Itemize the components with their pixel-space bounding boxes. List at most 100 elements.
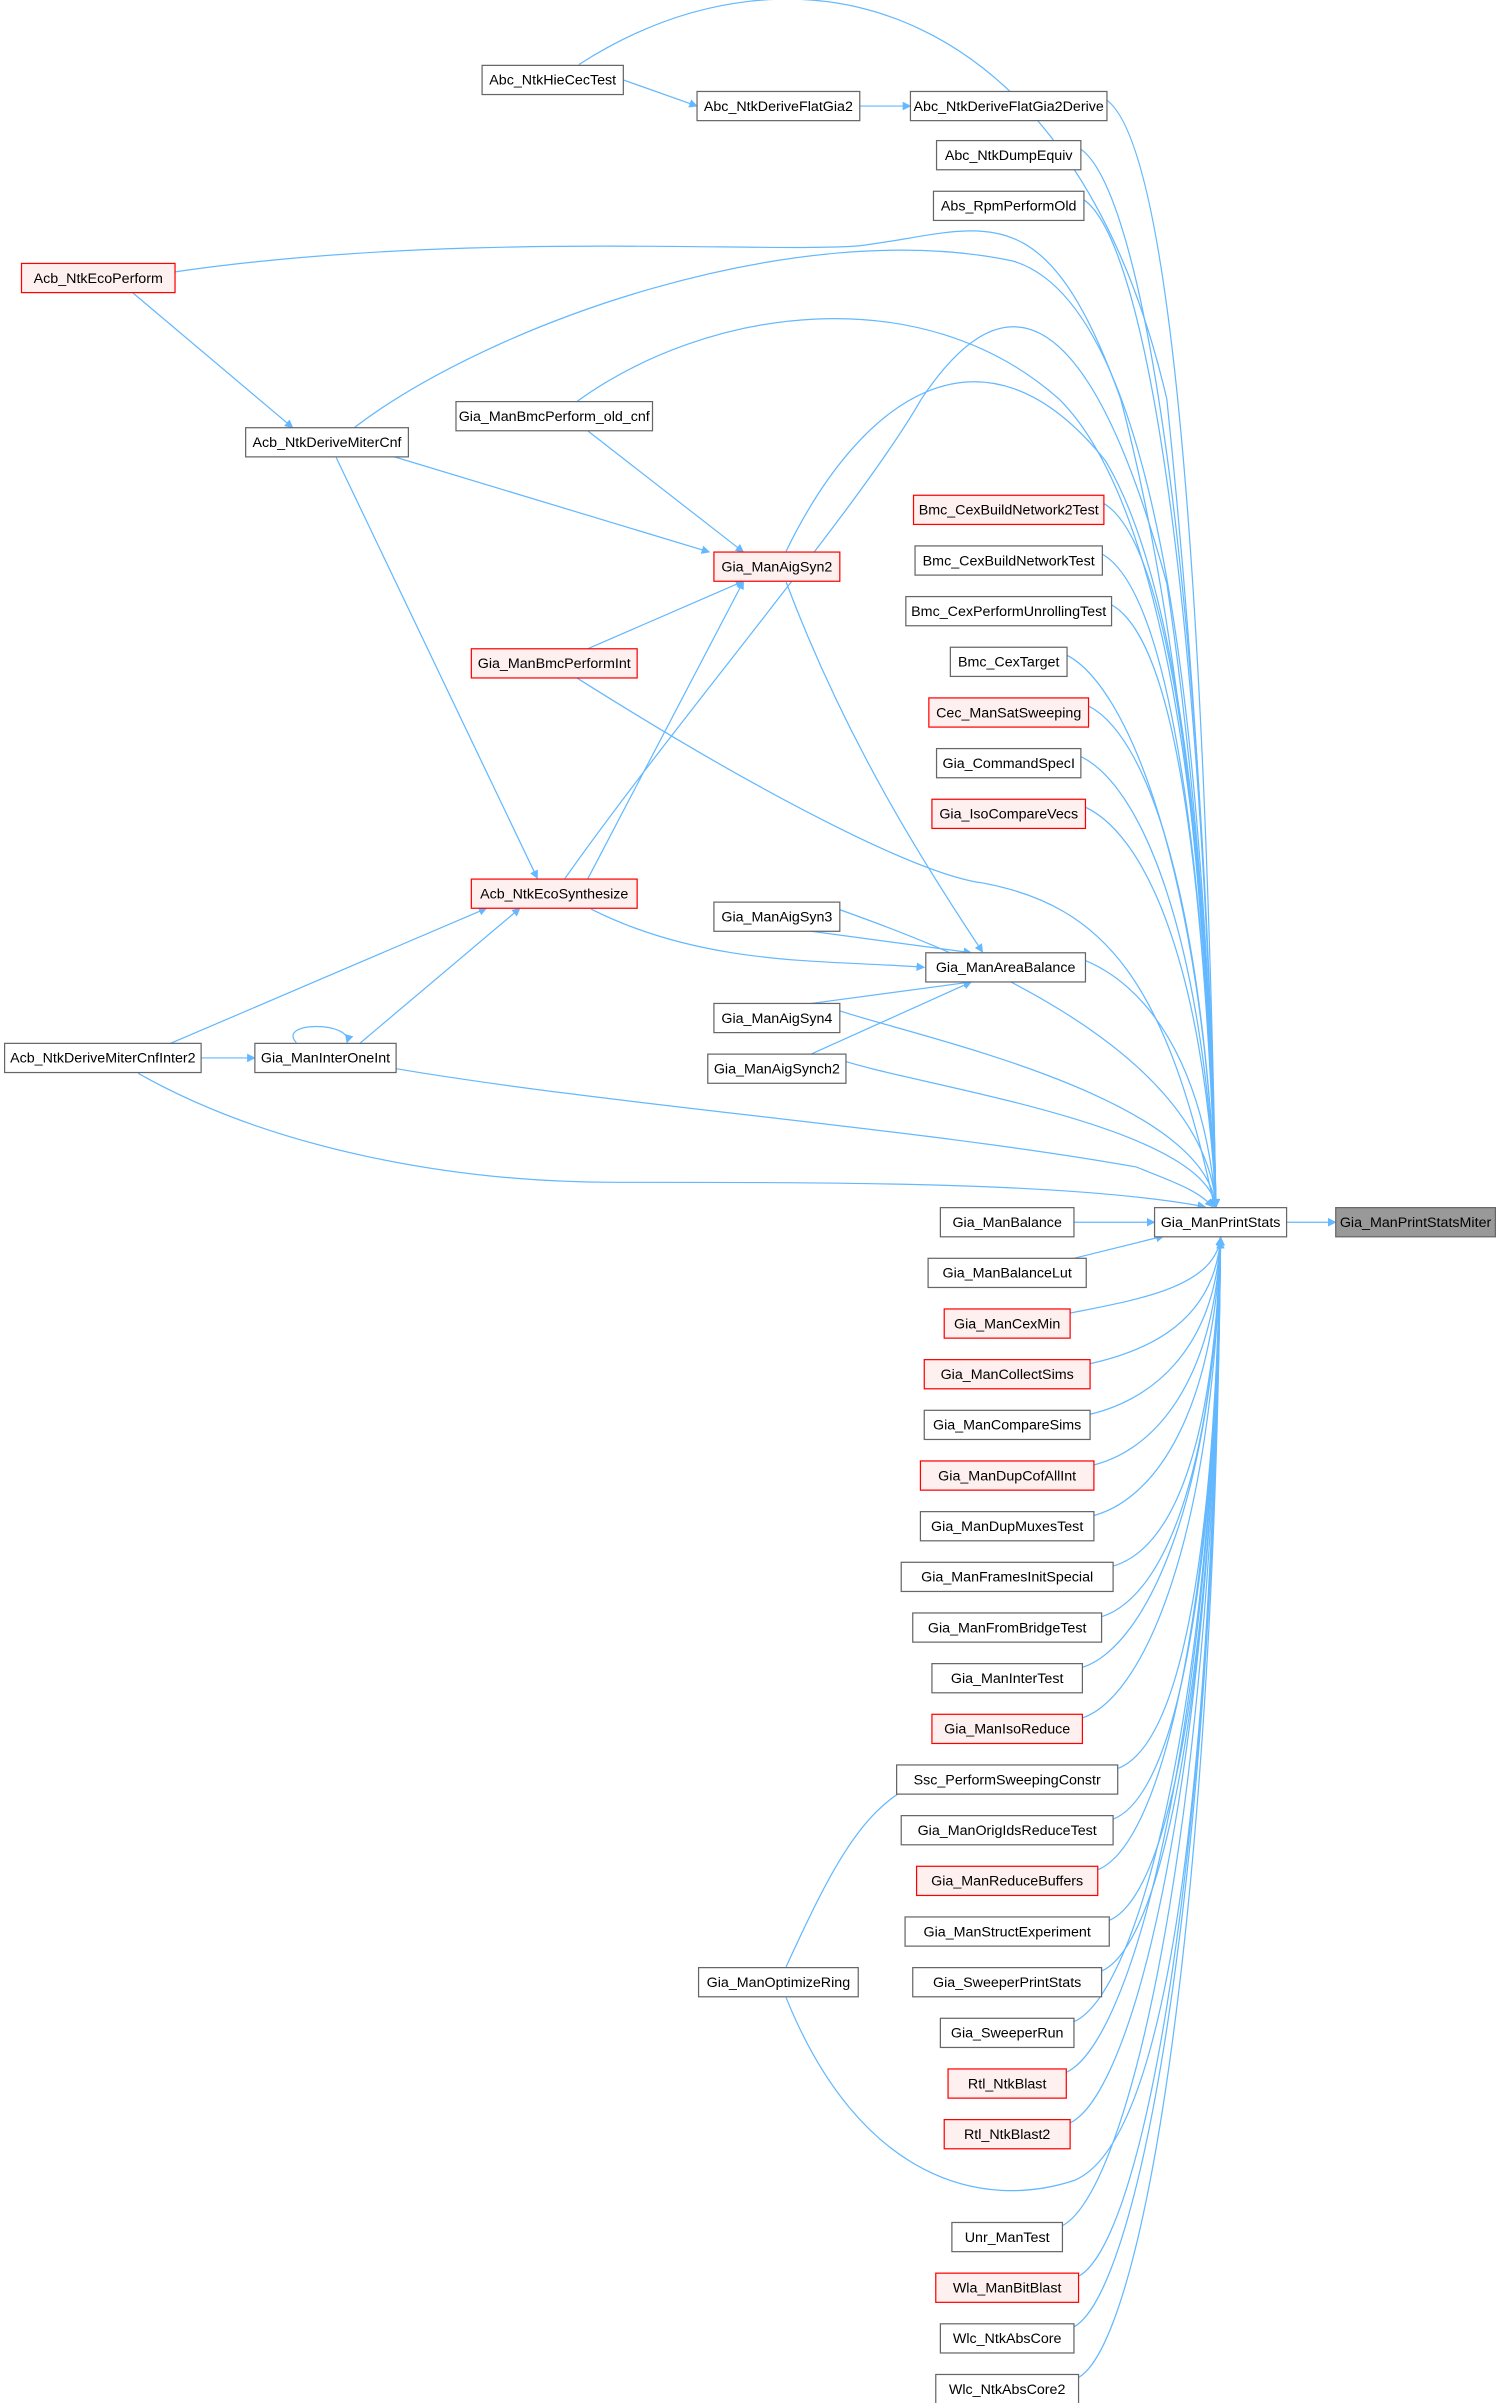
node-label: Gia_ManAigSyn2 bbox=[721, 559, 832, 575]
node-box bbox=[1335, 1207, 1497, 1238]
node-box bbox=[713, 901, 841, 932]
node-gia-manbmcperform-old-cnf[interactable]: Gia_ManBmcPerform_old_cnf bbox=[455, 400, 654, 432]
node-label: Acb_NtkEcoSynthesize bbox=[480, 886, 628, 902]
node-box bbox=[923, 1409, 1091, 1441]
node-gia-mancollectsims[interactable]: Gia_ManCollectSims bbox=[923, 1359, 1091, 1390]
node-wla-manbitblast[interactable]: Wla_ManBitBlast bbox=[935, 2272, 1080, 2303]
edge-bmc_cextarget-to-gia_manprintstats bbox=[1060, 652, 1220, 1208]
node-gia-maninteroneint[interactable]: Gia_ManInterOneInt bbox=[254, 1042, 397, 1074]
node-label: Abc_NtkHieCecTest bbox=[489, 73, 616, 89]
node-wlc-ntkabscore[interactable]: Wlc_NtkAbsCore bbox=[939, 2323, 1075, 2354]
node-label: Gia_ManPrintStats bbox=[1161, 1215, 1281, 1231]
node-unr-mantest[interactable]: Unr_ManTest bbox=[951, 2221, 1064, 2253]
node-gia-manaigsynch2[interactable]: Gia_ManAigSynch2 bbox=[707, 1053, 847, 1084]
node-box bbox=[914, 545, 1103, 576]
node-box bbox=[713, 551, 841, 582]
node-label: Ssc_PerformSweepingConstr bbox=[914, 1772, 1101, 1788]
node-gia-commandspeci[interactable]: Gia_CommandSpecI bbox=[935, 747, 1082, 779]
node-gia-sweeperprintstats[interactable]: Gia_SweeperPrintStats bbox=[912, 1967, 1103, 1998]
node-label: Unr_ManTest bbox=[965, 2230, 1050, 2246]
node-wlc-ntkabscore2[interactable]: Wlc_NtkAbsCore2 bbox=[935, 2373, 1080, 2403]
node-box bbox=[470, 648, 638, 679]
node-box bbox=[939, 2323, 1075, 2354]
node-gia-mancexmin[interactable]: Gia_ManCexMin bbox=[943, 1308, 1071, 1339]
node-acb-ntkecosynthesize[interactable]: Acb_NtkEcoSynthesize bbox=[470, 878, 638, 909]
node-box bbox=[935, 2272, 1080, 2303]
node-gia-isocomparevecs[interactable]: Gia_IsoCompareVecs bbox=[931, 798, 1087, 830]
node-label: Gia_ManCollectSims bbox=[941, 1367, 1074, 1383]
node-acb-ntkderivemitercnf[interactable]: Acb_NtkDeriveMiterCnf bbox=[245, 427, 410, 458]
node-gia-manbmcperformint[interactable]: Gia_ManBmcPerformInt bbox=[470, 648, 638, 679]
node-gia-manareabalance[interactable]: Gia_ManAreaBalance bbox=[925, 952, 1087, 983]
node-gia-manprintstatsmiter[interactable]: Gia_ManPrintStatsMiter bbox=[1335, 1207, 1497, 1238]
node-label: Abc_NtkDeriveFlatGia2 bbox=[704, 99, 853, 115]
node-gia-manaigsyn2[interactable]: Gia_ManAigSyn2 bbox=[713, 551, 841, 582]
node-bmc-cexbuildnetworktest[interactable]: Bmc_CexBuildNetworkTest bbox=[914, 545, 1103, 576]
node-box bbox=[3, 1042, 202, 1074]
node-label: Bmc_CexBuildNetwork2Test bbox=[919, 503, 1099, 519]
node-gia-manprintstats[interactable]: Gia_ManPrintStats bbox=[1153, 1207, 1288, 1238]
node-label: Acb_NtkDeriveMiterCnf bbox=[252, 435, 401, 451]
node-box bbox=[931, 798, 1087, 830]
node-box bbox=[939, 1207, 1075, 1238]
node-gia-mandupcofallint[interactable]: Gia_ManDupCofAllInt bbox=[919, 1460, 1095, 1491]
node-label: Gia_IsoCompareVecs bbox=[939, 807, 1078, 823]
node-abc-ntkhiecectest[interactable]: Abc_NtkHieCecTest bbox=[481, 64, 624, 96]
node-abc-ntkderiveflatgia2[interactable]: Abc_NtkDeriveFlatGia2 bbox=[696, 90, 861, 122]
edge-gia_manintertest-to-gia_manprintstats bbox=[1076, 1236, 1225, 1670]
node-gia-manoptimizering[interactable]: Gia_ManOptimizeRing bbox=[697, 1967, 859, 1998]
node-label: Acb_NtkEcoPerform bbox=[34, 271, 163, 287]
node-gia-manbalance[interactable]: Gia_ManBalance bbox=[939, 1207, 1075, 1238]
edge-unr_mantest-to-gia_manprintstats bbox=[1056, 1236, 1225, 2229]
node-abs-rpmperformold[interactable]: Abs_RpmPerformOld bbox=[932, 190, 1085, 222]
node-bmc-cexbuildnetwork2test[interactable]: Bmc_CexBuildNetwork2Test bbox=[912, 494, 1105, 526]
node-gia-manframesinitspecial[interactable]: Gia_ManFramesInitSpecial bbox=[900, 1561, 1114, 1593]
node-box bbox=[939, 2017, 1075, 2049]
node-abc-ntkderiveflatgia2derive[interactable]: Abc_NtkDeriveFlatGia2Derive bbox=[909, 90, 1108, 122]
node-rtl-ntkblast2[interactable]: Rtl_NtkBlast2 bbox=[943, 2119, 1071, 2150]
node-ssc-performsweepingconstr[interactable]: Ssc_PerformSweepingConstr bbox=[896, 1764, 1119, 1795]
node-box bbox=[905, 595, 1113, 627]
node-acb-ntkecoperform[interactable]: Acb_NtkEcoPerform bbox=[20, 262, 176, 294]
node-box bbox=[923, 1359, 1091, 1390]
edge-acb_ntkderivemitercnf-to-gia_manaigsyn2 bbox=[394, 456, 711, 554]
node-bmc-cextarget[interactable]: Bmc_CexTarget bbox=[949, 646, 1068, 678]
node-box bbox=[947, 2068, 1067, 2099]
node-gia-mandupmuxestest[interactable]: Gia_ManDupMuxesTest bbox=[919, 1511, 1095, 1542]
node-gia-manisoreduce[interactable]: Gia_ManIsoReduce bbox=[931, 1713, 1084, 1745]
node-gia-mancomparesims[interactable]: Gia_ManCompareSims bbox=[923, 1409, 1091, 1441]
node-gia-manintertest[interactable]: Gia_ManInterTest bbox=[931, 1663, 1084, 1694]
node-box bbox=[904, 1916, 1110, 1947]
node-label: Bmc_CexBuildNetworkTest bbox=[923, 553, 1095, 569]
edge-wlc_ntkabscore-to-gia_manprintstats bbox=[1067, 1236, 1225, 2330]
edge-gia_manbalancelut-to-gia_manprintstats bbox=[1070, 1233, 1165, 1260]
node-abc-ntkdumpequiv[interactable]: Abc_NtkDumpEquiv bbox=[935, 139, 1082, 171]
edge-acb_ntkecosynthesize-to-gia_manareabalance bbox=[590, 908, 926, 972]
node-label: Abs_RpmPerformOld bbox=[941, 199, 1077, 215]
node-bmc-cexperformunrollingtest[interactable]: Bmc_CexPerformUnrollingTest bbox=[905, 595, 1113, 627]
node-gia-manaigsyn4[interactable]: Gia_ManAigSyn4 bbox=[713, 1002, 841, 1034]
edge-gia_mandupcofallint-to-gia_manprintstats bbox=[1087, 1236, 1225, 1467]
node-gia-manbalancelut[interactable]: Gia_ManBalanceLut bbox=[927, 1257, 1087, 1289]
node-gia-sweeperrun[interactable]: Gia_SweeperRun bbox=[939, 2017, 1075, 2049]
edge-gia_manaigsyn4-to-gia_manareabalance bbox=[811, 978, 973, 1005]
node-rtl-ntkblast[interactable]: Rtl_NtkBlast bbox=[947, 2068, 1067, 2099]
node-acb-ntkderivemitercnfinter2[interactable]: Acb_NtkDeriveMiterCnfInter2 bbox=[3, 1042, 202, 1074]
edge-acb_ntkecoperform-to-acb_ntkderivemitercnf bbox=[132, 292, 294, 429]
node-gia-manstructexperiment[interactable]: Gia_ManStructExperiment bbox=[904, 1916, 1110, 1947]
node-gia-manreducebuffers[interactable]: Gia_ManReduceBuffers bbox=[915, 1865, 1099, 1897]
nodes-layer: Abc_NtkHieCecTest Abc_NtkDeriveFlatGia2 Ab… bbox=[3, 64, 1497, 2403]
node-gia-manaigsyn3[interactable]: Gia_ManAigSyn3 bbox=[713, 901, 841, 932]
edge-gia_isocomparevecs-to-gia_manprintstats bbox=[1079, 804, 1220, 1208]
node-label: Gia_ManFramesInitSpecial bbox=[921, 1570, 1093, 1586]
node-label: Gia_ManBalance bbox=[952, 1215, 1062, 1231]
node-gia-manorigidsreducetest[interactable]: Gia_ManOrigIdsReduceTest bbox=[900, 1815, 1114, 1846]
node-label: Gia_ManBmcPerformInt bbox=[478, 656, 631, 672]
node-label: Rtl_NtkBlast2 bbox=[964, 2127, 1050, 2143]
node-label: Gia_ManInterOneInt bbox=[261, 1051, 390, 1067]
node-box bbox=[919, 1511, 1095, 1542]
edge-abc_ntkderiveflatgia2derive-to-gia_manprintstats bbox=[1100, 96, 1221, 1208]
node-cec-mansatsweeping[interactable]: Cec_ManSatSweeping bbox=[928, 697, 1090, 728]
node-box bbox=[900, 1561, 1114, 1593]
node-gia-manfrombridgetest[interactable]: Gia_ManFromBridgeTest bbox=[912, 1612, 1103, 1643]
